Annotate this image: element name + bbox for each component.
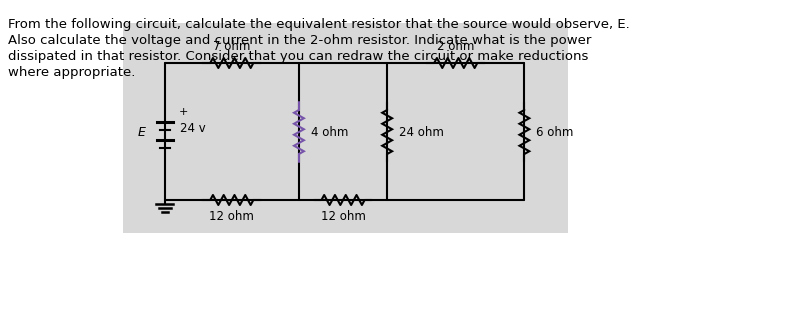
Text: 24 v: 24 v [180,121,206,135]
Text: 12 ohm: 12 ohm [321,210,366,223]
Text: 12 ohm: 12 ohm [209,210,254,223]
Text: 4 ohm: 4 ohm [310,126,348,139]
Text: E: E [137,126,145,139]
FancyBboxPatch shape [122,23,569,233]
Text: 2 ohm: 2 ohm [437,40,475,53]
Text: dissipated in that resistor. Consider that you can redraw the circuit or make re: dissipated in that resistor. Consider th… [8,50,589,63]
Text: Also calculate the voltage and current in the 2-ohm resistor. Indicate what is t: Also calculate the voltage and current i… [8,34,591,47]
Text: 6 ohm: 6 ohm [536,126,574,139]
Text: From the following circuit, calculate the equivalent resistor that the source wo: From the following circuit, calculate th… [8,18,630,31]
Text: where appropriate.: where appropriate. [8,66,135,79]
Text: 24 ohm: 24 ohm [399,126,444,139]
Text: +: + [179,107,188,117]
Text: 7 ohm: 7 ohm [213,40,250,53]
